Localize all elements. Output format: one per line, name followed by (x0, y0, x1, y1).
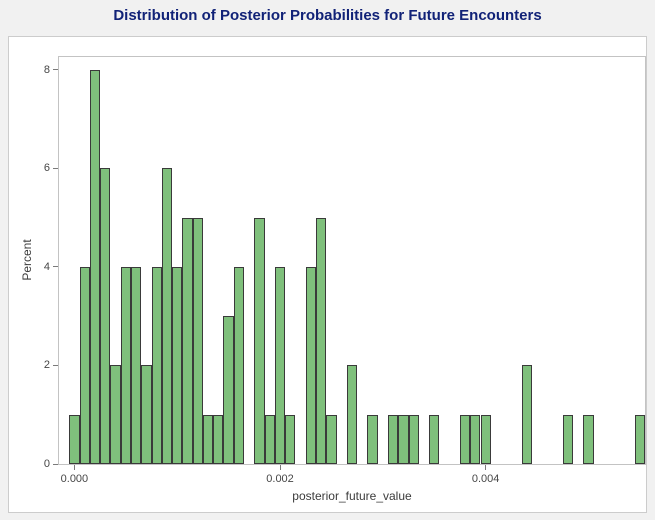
histogram-bar (172, 266, 183, 464)
y-tick-mark (53, 463, 58, 465)
x-tick-mark (485, 465, 487, 470)
histogram-bar (141, 365, 152, 464)
x-tick-label: 0.004 (471, 473, 500, 485)
y-tick-label: 0 (43, 458, 50, 470)
histogram-bar (202, 414, 214, 464)
histogram-bar (285, 414, 296, 464)
histogram-bar (480, 414, 491, 464)
histogram-bar (367, 414, 378, 464)
histogram-bar (110, 365, 121, 464)
histogram-bar (89, 69, 101, 464)
y-tick-label: 6 (43, 162, 50, 175)
histogram-bar (223, 316, 234, 464)
histogram-bar (182, 217, 193, 464)
histogram-bar (151, 266, 162, 464)
histogram-bar (120, 266, 131, 464)
histogram-bar (161, 168, 173, 464)
y-tick-label: 2 (43, 359, 50, 372)
chart-panel: Percent posterior_future_value 0.000 0.00… (8, 36, 647, 513)
histogram-bar (387, 414, 399, 464)
histogram-bar (583, 414, 594, 464)
histogram-bar (326, 414, 337, 464)
histogram-bar (429, 414, 440, 464)
y-tick-label: 8 (43, 63, 50, 76)
x-axis-label: posterior_future_value (292, 489, 412, 503)
histogram-bar (459, 414, 471, 464)
histogram-bar (305, 266, 316, 464)
plot-area (58, 56, 646, 465)
histogram-bar (562, 414, 574, 464)
x-tick-label: 0.000 (60, 473, 89, 485)
histogram-bar (316, 217, 327, 464)
histogram-bar (274, 266, 286, 464)
histogram-bar (264, 414, 275, 464)
y-tick-mark (53, 69, 58, 71)
histogram-bar (398, 414, 409, 464)
x-tick-label: 0.002 (266, 473, 294, 485)
y-tick-mark (53, 364, 58, 366)
chart-title: Distribution of Posterior Probabilities … (113, 7, 542, 24)
x-tick-mark (279, 465, 281, 470)
histogram-bar (634, 414, 645, 464)
histogram-bar (233, 266, 245, 464)
histogram-bar (254, 217, 265, 464)
y-tick-mark (53, 266, 58, 268)
histogram-bar (408, 414, 419, 464)
histogram-bar (79, 266, 90, 464)
histogram-bar (100, 168, 111, 464)
histogram-bar (130, 266, 142, 464)
histogram-bar (69, 414, 80, 464)
y-tick-label: 4 (43, 260, 50, 273)
x-tick-mark (73, 465, 75, 470)
y-axis-label: Percent (20, 239, 34, 281)
histogram-bar (346, 365, 358, 464)
histogram-bar (192, 217, 203, 464)
y-tick-mark (53, 167, 58, 169)
histogram-bar (470, 414, 481, 464)
histogram-bar (213, 414, 224, 464)
histogram-bar (521, 365, 532, 464)
